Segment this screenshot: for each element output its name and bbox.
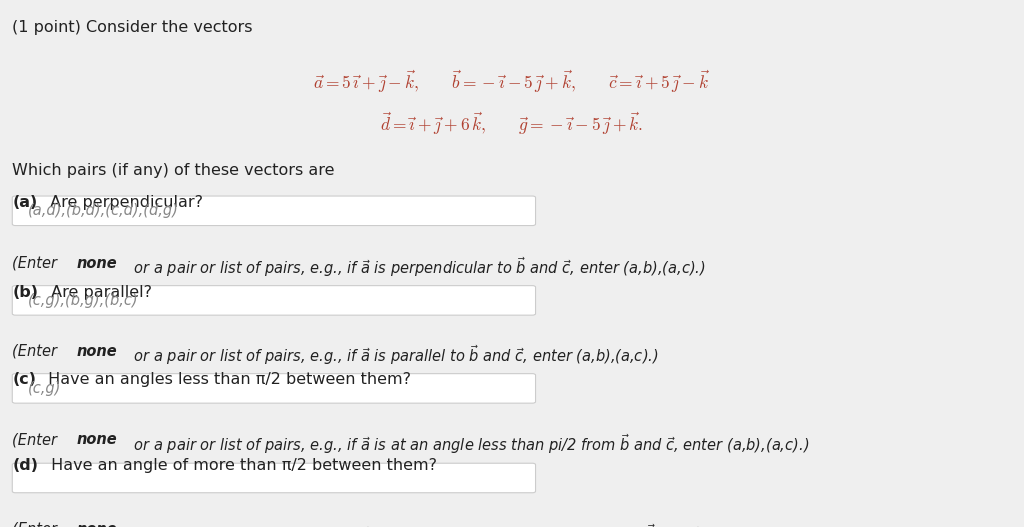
Text: none: none (77, 522, 117, 527)
Text: none: none (77, 256, 117, 270)
Text: Are parallel?: Are parallel? (46, 285, 152, 299)
Text: Have an angle of more than π/2 between them?: Have an angle of more than π/2 between t… (46, 458, 437, 473)
Text: (Enter: (Enter (12, 344, 61, 358)
Text: or a pair or list of pairs, e.g., if $\vec{a}$ is at an angle less than pi/2 fro: or a pair or list of pairs, e.g., if $\v… (129, 432, 809, 456)
Text: none: none (77, 432, 117, 447)
Text: (c,g),(b,g),(b,c): (c,g),(b,g),(b,c) (28, 293, 138, 308)
FancyBboxPatch shape (12, 196, 536, 226)
FancyBboxPatch shape (12, 286, 536, 315)
Text: (1 point) Consider the vectors: (1 point) Consider the vectors (12, 20, 253, 35)
Text: or a pair or list of pairs, e.g., if $\vec{a}$ is parallel to $\vec{b}$ and $\ve: or a pair or list of pairs, e.g., if $\v… (129, 344, 658, 367)
Text: $\vec{d} = \vec{\imath} + \vec{\jmath} + 6\,\vec{k},$$\qquad \vec{g} = -\vec{\im: $\vec{d} = \vec{\imath} + \vec{\jmath} +… (381, 111, 643, 137)
Text: (d): (d) (12, 458, 38, 473)
Text: $\vec{a} = 5\,\vec{\imath} + \vec{\jmath} - \vec{k},$$\qquad \vec{b} = -\vec{\im: $\vec{a} = 5\,\vec{\imath} + \vec{\jmath… (313, 69, 711, 95)
Text: (c): (c) (12, 372, 36, 386)
Text: or a pair or list of pairs, e.g., if $\vec{a}$ is at an angle greater than pi/2 : or a pair or list of pairs, e.g., if $\v… (129, 522, 835, 527)
FancyBboxPatch shape (12, 374, 536, 403)
Text: (c,g): (c,g) (28, 381, 61, 396)
Text: (b): (b) (12, 285, 38, 299)
Text: (a): (a) (12, 195, 38, 210)
Text: (Enter: (Enter (12, 432, 61, 447)
Text: (a,d),(b,d),(c,d),(d,g): (a,d),(b,d),(c,d),(d,g) (28, 203, 178, 218)
Text: (Enter: (Enter (12, 522, 61, 527)
Text: (Enter: (Enter (12, 256, 61, 270)
Text: Have an angles less than π/2 between them?: Have an angles less than π/2 between the… (43, 372, 412, 386)
Text: or a pair or list of pairs, e.g., if $\vec{a}$ is perpendicular to $\vec{b}$ and: or a pair or list of pairs, e.g., if $\v… (129, 256, 706, 279)
Text: none: none (77, 344, 117, 358)
Text: Which pairs (if any) of these vectors are: Which pairs (if any) of these vectors ar… (12, 163, 335, 178)
Text: Are perpendicular?: Are perpendicular? (45, 195, 203, 210)
FancyBboxPatch shape (12, 463, 536, 493)
